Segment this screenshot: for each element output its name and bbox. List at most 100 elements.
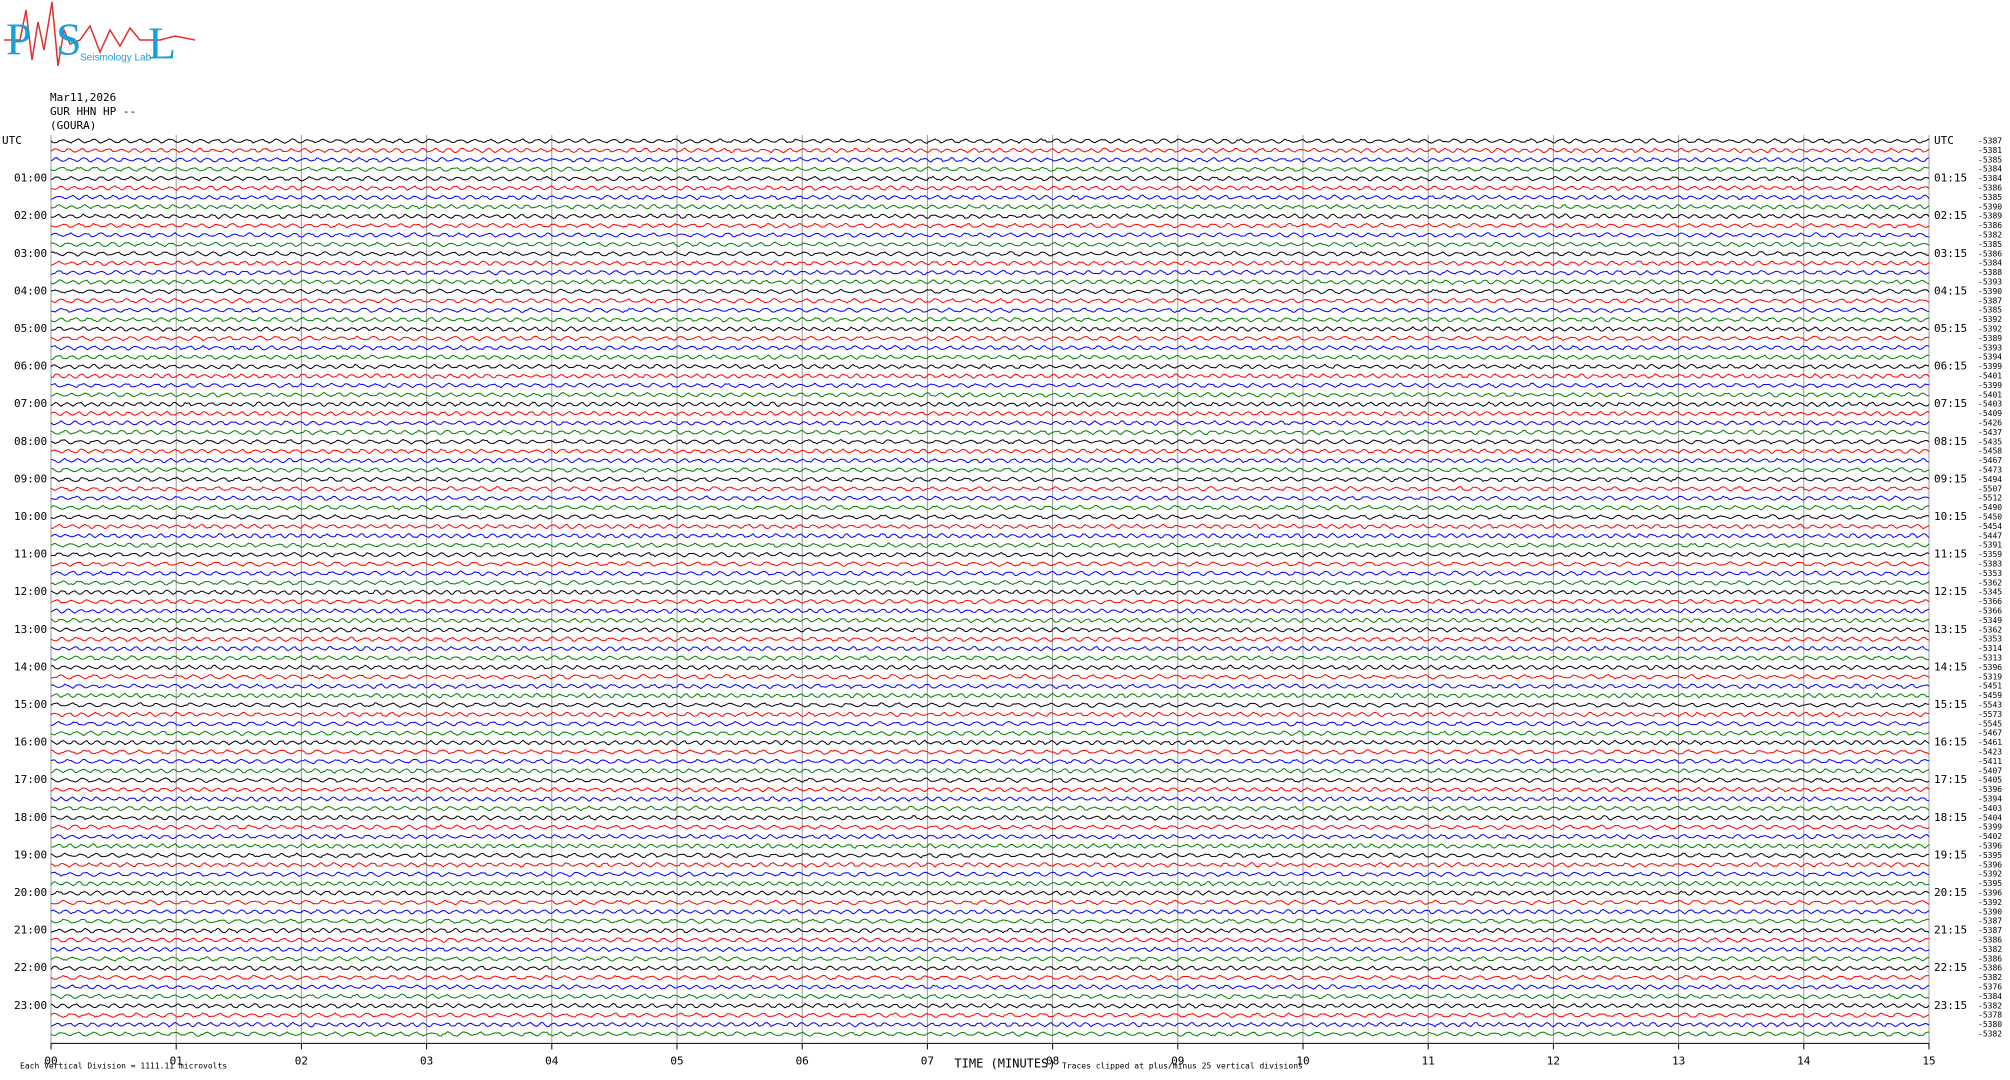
left-time-label: 23:00 — [14, 999, 47, 1012]
trace — [50, 692, 1930, 699]
trace — [50, 767, 1930, 774]
trace — [50, 166, 1929, 173]
trace — [50, 908, 1930, 915]
trace-offset: -5382 — [1978, 1030, 2002, 1039]
trace — [50, 250, 1930, 257]
trace — [50, 467, 1930, 473]
trace — [50, 965, 1930, 972]
x-tick-label: 06 — [796, 1054, 809, 1067]
trace — [50, 232, 1930, 238]
trace-offset: -5490 — [1978, 503, 2002, 512]
trace — [50, 617, 1930, 624]
left-time-label: 21:00 — [14, 924, 47, 937]
left-time-label: 20:00 — [14, 886, 47, 899]
left-time-label: 10:00 — [14, 510, 47, 523]
trace-offset: -5385 — [1978, 193, 2002, 202]
trace-offset: -5423 — [1978, 748, 2002, 757]
trace-offset: -5353 — [1978, 635, 2002, 644]
left-time-label: 02:00 — [14, 209, 47, 222]
left-time-label: 09:00 — [14, 472, 47, 485]
trace-offset: -5386 — [1978, 249, 2002, 258]
trace — [50, 476, 1930, 483]
logo-letter: S — [56, 14, 82, 65]
trace — [50, 156, 1930, 163]
trace — [50, 457, 1930, 464]
left-time-label: 16:00 — [14, 736, 47, 749]
trace-offset: -5385 — [1978, 306, 2002, 315]
trace — [50, 861, 1930, 868]
trace-offset: -5399 — [1978, 823, 2002, 832]
trace — [50, 523, 1930, 530]
trace-offset: -5362 — [1978, 625, 2002, 634]
trace-offset: -5393 — [1978, 343, 2002, 352]
trace-offset: -5392 — [1978, 315, 2002, 324]
right-time-label: 02:15 — [1934, 209, 1967, 222]
trace-offset: -5402 — [1978, 832, 2002, 841]
trace — [50, 927, 1930, 934]
trace — [50, 429, 1930, 436]
right-time-label: 20:15 — [1934, 886, 1967, 899]
trace-offset: -5447 — [1978, 531, 2002, 540]
trace-offset: -5411 — [1978, 757, 2002, 766]
trace-offset: -5387 — [1978, 296, 2002, 305]
trace — [50, 796, 1930, 802]
trace-offset: -5382 — [1978, 945, 2002, 954]
trace-offset: -5467 — [1978, 729, 2002, 738]
trace-offset: -5395 — [1978, 879, 2002, 888]
x-tick-label: 03 — [420, 1054, 433, 1067]
trace — [50, 899, 1930, 906]
trace-offset: -5392 — [1978, 898, 2002, 907]
trace — [51, 354, 1930, 361]
trace-offset: -5394 — [1978, 353, 2002, 362]
trace — [50, 438, 1930, 445]
left-time-label: 12:00 — [14, 585, 47, 598]
trace-offset: -5382 — [1978, 973, 2002, 982]
left-time-label: 15:00 — [14, 698, 47, 711]
trace — [50, 138, 1930, 144]
trace-offset: -5405 — [1978, 776, 2002, 785]
trace — [50, 542, 1930, 549]
trace-offset: -5353 — [1978, 569, 2002, 578]
trace-offset: -5407 — [1978, 766, 2002, 775]
right-time-label: 03:15 — [1934, 247, 1967, 260]
trace-offset: -5381 — [1978, 146, 2002, 155]
trace-offset: -5385 — [1978, 240, 2002, 249]
x-tick-label: 10 — [1296, 1054, 1309, 1067]
right-time-label: 23:15 — [1934, 999, 1967, 1012]
trace-offset: -5459 — [1978, 691, 2002, 700]
left-time-label: 05:00 — [14, 322, 47, 335]
trace — [50, 955, 1930, 962]
trace-offset: -5382 — [1978, 231, 2002, 240]
right-time-label: 17:15 — [1934, 773, 1967, 786]
trace — [50, 946, 1930, 953]
left-time-label: 06:00 — [14, 360, 47, 373]
date: Mar11,2026 — [50, 91, 116, 104]
trace-offset: -5396 — [1978, 860, 2002, 869]
right-time-label: 18:15 — [1934, 811, 1967, 824]
trace — [50, 824, 1930, 831]
trace-offset: -5395 — [1978, 851, 2002, 860]
x-tick-label: 05 — [670, 1054, 683, 1067]
trace — [50, 993, 1930, 1000]
x-tick-label: 01 — [170, 1054, 183, 1067]
trace — [50, 363, 1929, 370]
trace — [50, 288, 1930, 295]
trace-offset: -5401 — [1978, 372, 2002, 381]
x-axis-label: TIME (MINUTES) — [954, 1057, 1055, 1071]
trace — [50, 673, 1930, 680]
trace-offset: -5384 — [1978, 992, 2002, 1001]
trace-offset: -5387 — [1978, 917, 2002, 926]
trace — [50, 194, 1930, 201]
note: Each Vertical Division = 1111.11 microvo… — [20, 1062, 227, 1071]
trace-offset: -5512 — [1978, 494, 2002, 503]
x-tick-label: 13 — [1672, 1054, 1685, 1067]
trace-offset: -5391 — [1978, 541, 2002, 550]
trace-offset: -5404 — [1978, 813, 2002, 822]
trace-offset: -5426 — [1978, 419, 2002, 428]
trace-offset: -5362 — [1978, 578, 2002, 587]
trace — [50, 683, 1930, 690]
trace — [50, 485, 1930, 492]
trace — [50, 786, 1930, 793]
trace-offset: -5403 — [1978, 804, 2002, 813]
left-time-label: 01:00 — [14, 172, 47, 185]
